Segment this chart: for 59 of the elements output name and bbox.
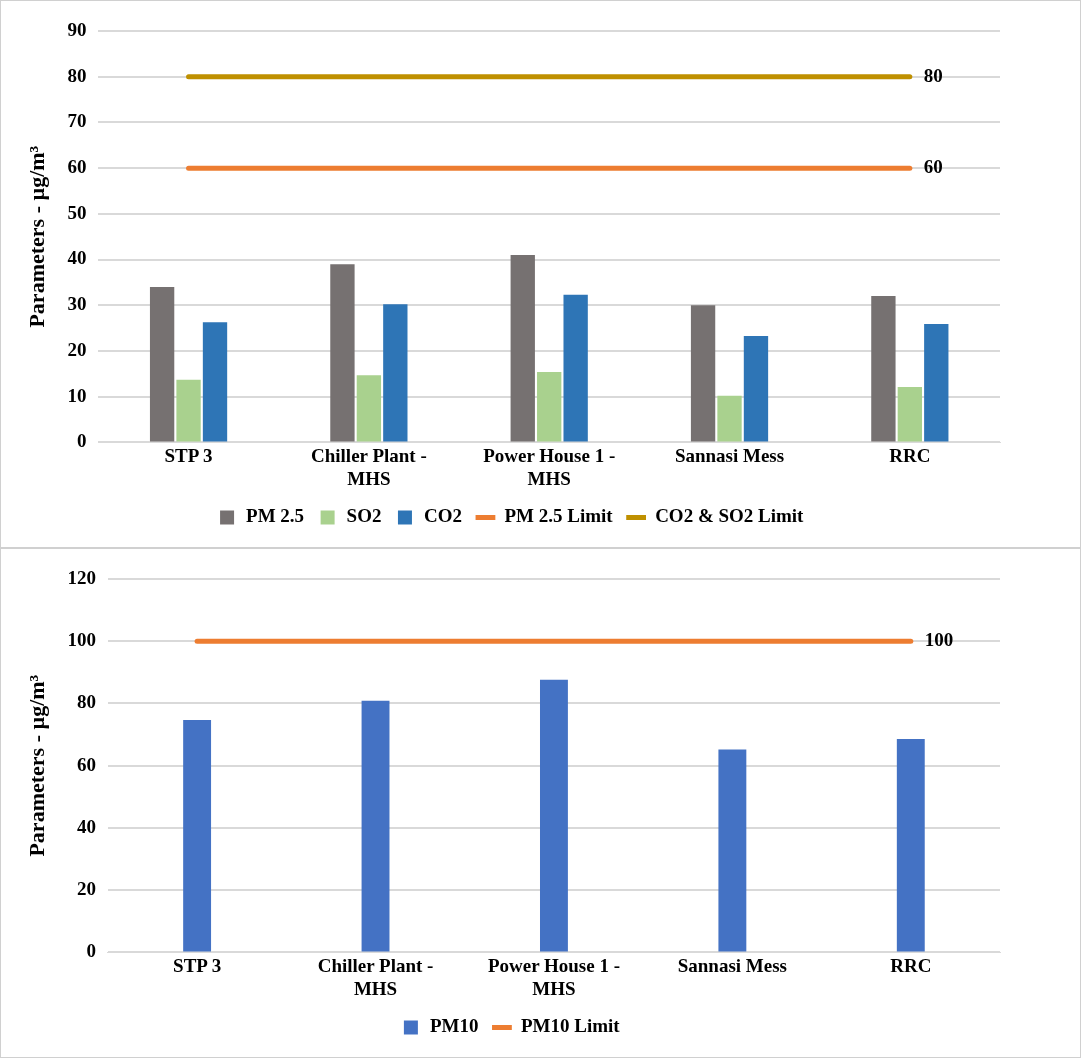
x-tick-label: Sannasi Mess [674, 444, 785, 466]
data-label: 60 [923, 156, 943, 178]
y-tick-label: 10 [67, 384, 87, 406]
bar [717, 395, 742, 442]
legend-label: PM10 [429, 1015, 479, 1037]
bar [563, 294, 588, 442]
x-tick-label: Power House 1 - MHS [483, 444, 616, 489]
y-tick-label: 120 [67, 566, 96, 588]
y-axis-title: Parameters - µg/m³ [23, 145, 49, 328]
bar [718, 749, 747, 952]
x-tick-label: STP 3 [164, 444, 213, 466]
bar [510, 254, 535, 442]
legend-label: SO2 [346, 505, 382, 527]
y-tick-label: 80 [76, 691, 96, 713]
y-tick-label: 0 [76, 430, 87, 452]
bar [149, 286, 175, 442]
x-tick-label: RRC [890, 954, 932, 976]
bar [871, 296, 896, 442]
x-tick-label: RRC [889, 444, 931, 466]
y-tick-label: 100 [67, 629, 96, 651]
bar [924, 324, 949, 442]
y-tick-label: 90 [67, 18, 87, 40]
y-tick-label: 60 [67, 156, 87, 178]
legend-label: PM10 Limit [520, 1015, 621, 1037]
y-tick-label: 40 [76, 815, 96, 837]
bar [183, 719, 212, 952]
y-tick-label: 70 [67, 110, 87, 132]
x-tick-label: Chiller Plant - MHS [317, 954, 434, 999]
y-tick-label: 60 [76, 753, 96, 775]
bar [361, 700, 390, 952]
y-tick-label: 30 [67, 293, 87, 315]
bar [743, 335, 769, 442]
bar [690, 305, 716, 442]
legend-label: PM 2.5 [246, 505, 305, 527]
legend-label: CO2 & SO2 Limit [655, 505, 805, 527]
bar [356, 375, 382, 442]
bar [896, 738, 925, 952]
y-tick-label: 20 [76, 878, 96, 900]
y-axis-title: Parameters - µg/m³ [23, 674, 49, 857]
x-tick-label: Sannasi Mess [677, 954, 788, 976]
legend-label: CO2 [423, 505, 462, 527]
bar [202, 322, 228, 442]
bar [383, 304, 408, 442]
data-label: 80 [923, 64, 943, 86]
data-label: 100 [924, 629, 954, 651]
bar [540, 679, 568, 952]
y-tick-label: 20 [67, 338, 87, 360]
y-tick-label: 0 [86, 940, 96, 962]
bar [330, 264, 355, 442]
bar [537, 372, 562, 442]
y-tick-label: 80 [67, 64, 87, 86]
x-tick-label: Chiller Plant - MHS [311, 444, 427, 489]
bar [897, 387, 923, 442]
bar [176, 379, 201, 442]
legend-label: PM 2.5 Limit [504, 505, 614, 527]
x-tick-label: STP 3 [173, 954, 222, 976]
y-tick-label: 40 [67, 247, 87, 269]
y-tick-label: 50 [67, 201, 87, 223]
x-tick-label: Power House 1 - MHS [487, 954, 620, 999]
